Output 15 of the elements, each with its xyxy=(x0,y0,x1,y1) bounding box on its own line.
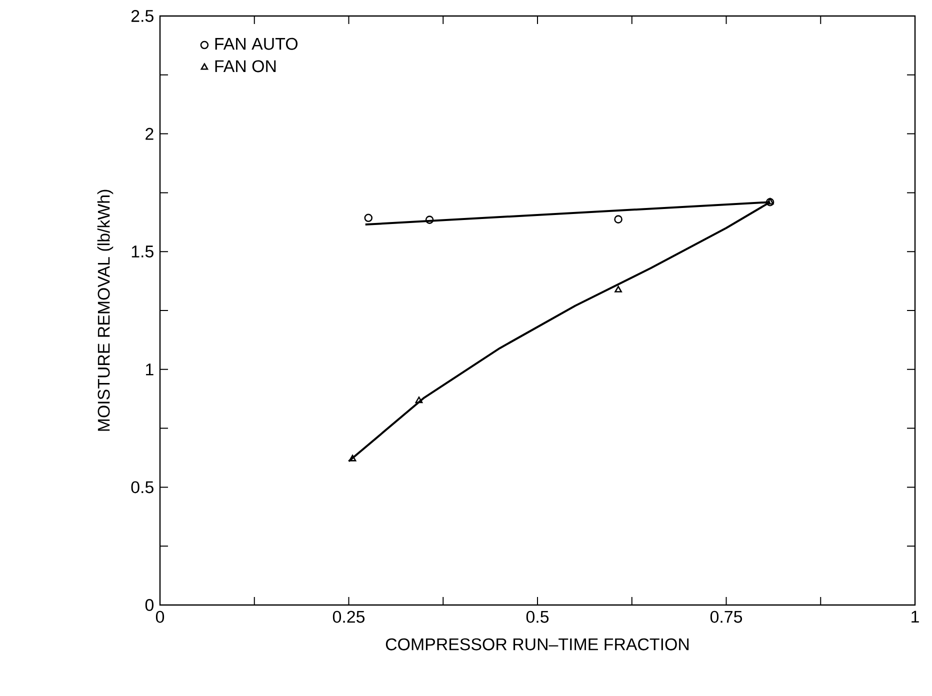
x-tick-label: 0.5 xyxy=(526,610,549,623)
y-tick-label: 0 xyxy=(145,599,154,611)
x-tick-label: 1 xyxy=(912,610,919,622)
y-tick-label: 1 xyxy=(146,364,154,376)
x-tick-label: 0 xyxy=(156,610,164,623)
y-tick-label: 1.5 xyxy=(132,246,154,258)
legend-label: FAN AUTO xyxy=(215,38,298,50)
y-axis-title: MOISTURE REMOVAL (lb/kWh) xyxy=(97,190,114,431)
y-tick-label: 2.5 xyxy=(131,10,154,22)
y-tick-label: 0.5 xyxy=(131,481,154,494)
x-tick-label: 0.25 xyxy=(332,610,365,623)
x-axis-title: COMPRESSOR RUN–TIME FRACTION xyxy=(386,638,689,650)
x-tick-label: 0.75 xyxy=(710,610,742,623)
legend-label: FAN ON xyxy=(215,60,276,72)
y-tick-label: 2 xyxy=(146,128,154,140)
